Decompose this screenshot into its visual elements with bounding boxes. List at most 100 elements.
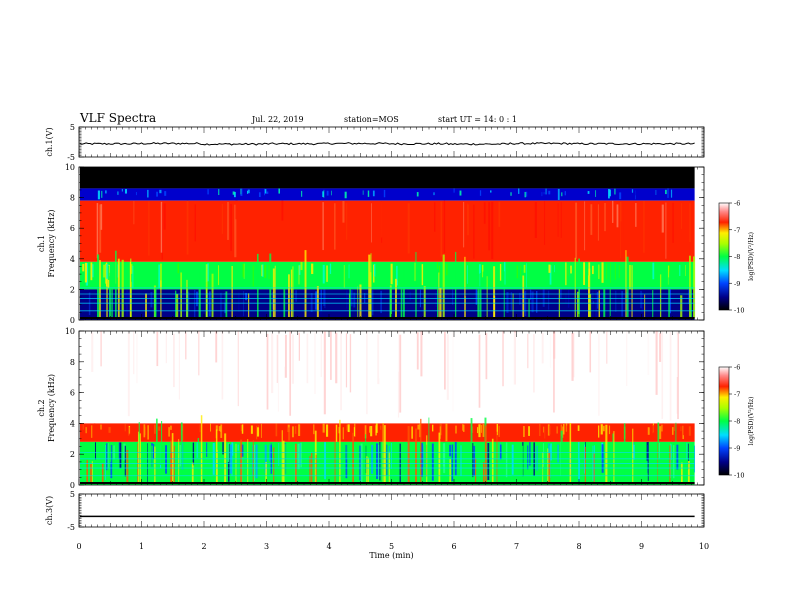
- x-tick-label: 9: [639, 542, 644, 551]
- spectrogram-plume: [407, 426, 410, 483]
- spectrogram-streak: [455, 425, 457, 434]
- spectrogram-streak: [572, 425, 575, 439]
- spectrogram-streak: [275, 443, 277, 461]
- spectrogram-plume: [625, 250, 627, 318]
- spectrogram-plume: [402, 264, 405, 318]
- spectrogram-streak: [451, 333, 453, 421]
- spectrogram-streak: [553, 331, 556, 359]
- spectrogram-streak: [283, 333, 285, 367]
- spectrogram-streak: [106, 264, 109, 280]
- spectrogram-streak: [561, 426, 563, 434]
- spectrogram-streak: [152, 444, 155, 459]
- spectrogram-streak: [595, 290, 598, 318]
- spectrogram-plume: [86, 461, 88, 483]
- panel-ch1-waveform: 5 -5 ch.1(V): [45, 123, 705, 162]
- spectrogram-plume: [479, 273, 482, 318]
- spectrogram-streak: [147, 425, 149, 440]
- spectrogram-streak: [647, 427, 650, 435]
- spectrogram-streak: [677, 424, 680, 432]
- spectrogram-streak: [570, 170, 572, 176]
- spectrogram-streak: [356, 334, 359, 397]
- spectrogram-streak: [119, 262, 121, 278]
- spectrogram-streak: [95, 170, 98, 178]
- spectrogram-streak: [245, 334, 248, 384]
- spectrogram-streak: [510, 292, 512, 311]
- spectrogram-streak: [467, 203, 469, 225]
- spectrogram-streak: [614, 263, 616, 280]
- spectrogram-plume: [477, 273, 480, 318]
- spectrogram-streak: [499, 444, 502, 460]
- spectrogram-streak: [90, 167, 92, 184]
- spectrogram-streak: [82, 263, 85, 272]
- spectrogram-streak: [439, 426, 441, 439]
- spectrogram-streak: [543, 192, 545, 195]
- spectrogram-streak: [250, 425, 253, 434]
- colorbar-tick-label: -9: [734, 445, 740, 453]
- spectrogram-streak: [105, 445, 106, 481]
- y-tick-label: 0: [70, 316, 75, 325]
- spectrogram-streak: [199, 424, 201, 433]
- spectrogram-streak: [390, 263, 393, 285]
- spectrogram-streak: [640, 290, 642, 309]
- spectrogram-streak: [447, 264, 449, 289]
- spectrogram-streak: [460, 445, 462, 477]
- spectrogram-image: [80, 331, 696, 485]
- spectrogram-streak: [325, 424, 329, 437]
- spectrogram-streak: [496, 424, 498, 436]
- spectrogram-streak: [165, 445, 167, 474]
- spectrogram-streak: [322, 331, 324, 405]
- spectrogram-streak: [221, 331, 224, 400]
- spectrogram-streak: [371, 203, 372, 243]
- spectrogram-streak: [206, 442, 208, 457]
- y-axis-label: ch.3(V): [45, 496, 54, 525]
- spectrogram-plume: [288, 274, 290, 318]
- spectrogram-plume: [91, 461, 93, 483]
- spectrogram-streak: [555, 168, 557, 181]
- spectrogram-streak: [208, 168, 210, 181]
- spectrogram-streak: [563, 423, 565, 435]
- spectrogram-streak: [322, 264, 325, 284]
- spectrogram-streak: [521, 445, 524, 477]
- spectrogram-streak: [615, 204, 617, 228]
- spectrogram-plume: [547, 448, 549, 483]
- spectrogram-streak: [475, 289, 478, 305]
- spectrogram-streak: [405, 289, 408, 312]
- y-tick-label: 6: [70, 224, 75, 233]
- spectrogram-streak: [371, 168, 373, 178]
- spectrogram-plume: [428, 417, 430, 483]
- x-tick-label: 4: [326, 542, 331, 551]
- spectrogram-plume: [558, 289, 560, 318]
- spectrogram-streak: [177, 263, 180, 274]
- spectrogram-streak: [488, 202, 491, 251]
- spectrogram-plume: [248, 293, 250, 318]
- spectrogram-streak: [110, 444, 113, 479]
- spectrogram-plume: [389, 287, 392, 318]
- spectrogram-streak: [688, 426, 691, 436]
- spectrogram-streak: [481, 424, 482, 433]
- spectrogram-streak: [343, 265, 345, 288]
- spectrogram-streak: [546, 425, 549, 430]
- spectrogram-streak: [495, 332, 498, 360]
- spectrogram-streak: [93, 423, 96, 437]
- spectrogram-streak: [151, 170, 153, 181]
- spectrogram-streak: [387, 423, 388, 440]
- spectrogram-streak: [200, 291, 202, 313]
- spectrogram-streak: [634, 189, 636, 196]
- spectrogram-streak: [227, 201, 229, 240]
- spectrogram-streak: [178, 293, 181, 307]
- spectrogram-streak: [253, 444, 256, 482]
- spectrogram-streak: [346, 290, 348, 309]
- spectrogram-streak: [161, 203, 163, 260]
- spectrogram-streak: [381, 201, 383, 238]
- spectrogram-streak: [433, 426, 436, 434]
- spectrogram-streak: [616, 204, 619, 228]
- spectrogram-streak: [541, 332, 544, 364]
- spectrogram-streak: [241, 168, 244, 176]
- spectrogram-streak: [83, 334, 85, 368]
- spectrogram-streak: [97, 333, 100, 408]
- spectrogram-streak: [322, 202, 324, 251]
- spectrogram-streak: [585, 203, 587, 247]
- spectrogram-streak: [473, 204, 475, 259]
- spectrogram-streak: [345, 333, 348, 388]
- spectrogram-streak: [641, 292, 644, 313]
